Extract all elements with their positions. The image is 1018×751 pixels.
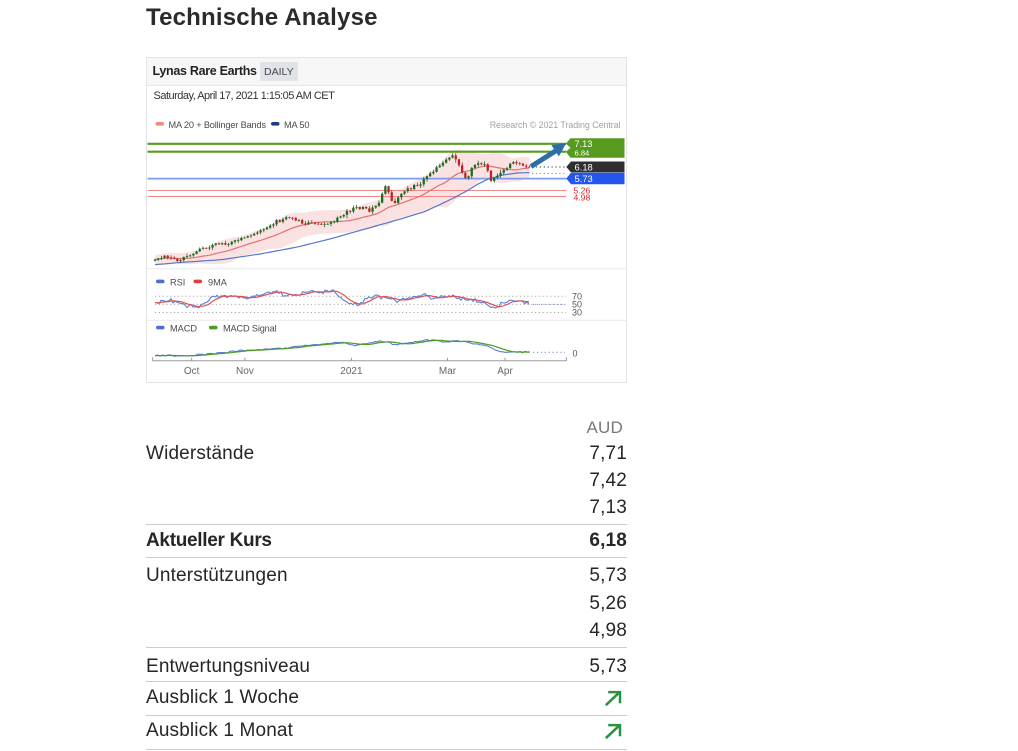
svg-text:5.73: 5.73 [575, 173, 593, 184]
svg-text:2021: 2021 [340, 366, 363, 377]
svg-text:6.18: 6.18 [575, 161, 593, 172]
svg-text:7.13: 7.13 [575, 139, 593, 149]
svg-text:RSI: RSI [170, 277, 185, 287]
svg-text:70: 70 [572, 292, 582, 302]
svg-text:MA 20 + Bollinger Bands: MA 20 + Bollinger Bands [169, 120, 267, 130]
svg-text:MACD: MACD [170, 324, 197, 334]
svg-text:0: 0 [573, 348, 578, 358]
svg-text:Oct: Oct [184, 366, 200, 377]
svg-text:6.84: 6.84 [575, 149, 590, 158]
svg-text:9MA: 9MA [208, 277, 228, 287]
svg-text:Mar: Mar [439, 366, 457, 377]
svg-text:Apr: Apr [497, 366, 513, 377]
svg-text:Research © 2021 Trading Centra: Research © 2021 Trading Central [490, 120, 621, 130]
svg-text:5.26: 5.26 [574, 185, 591, 195]
svg-text:MA 50: MA 50 [284, 120, 309, 130]
svg-text:50: 50 [572, 300, 582, 310]
svg-text:30: 30 [572, 308, 582, 318]
svg-text:MACD Signal: MACD Signal [223, 324, 277, 334]
svg-text:4.98: 4.98 [574, 192, 591, 202]
svg-text:Nov: Nov [236, 366, 254, 377]
